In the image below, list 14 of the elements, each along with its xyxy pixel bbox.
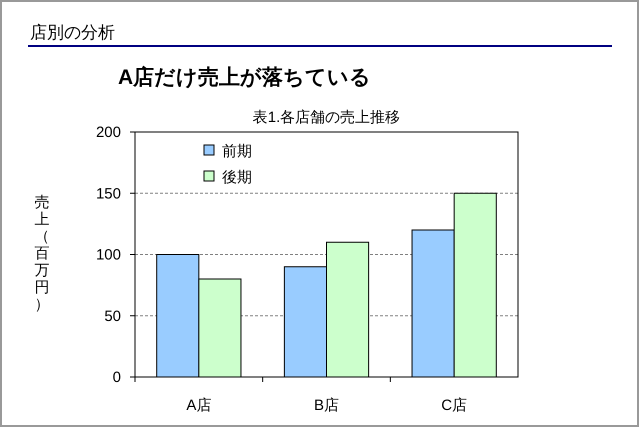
y-tick-label: 0: [112, 369, 121, 386]
x-tick-label: C店: [441, 397, 468, 414]
legend-label: 前期: [222, 143, 252, 160]
y-tick-label: 50: [104, 308, 121, 325]
y-tick-label: 150: [96, 185, 121, 202]
y-tick-label: 100: [96, 246, 121, 264]
text: A店だけ売上が落ちている: [118, 65, 372, 89]
y-axis-title: 売上（百万円）: [34, 194, 50, 313]
text: 店別の分析: [30, 23, 115, 42]
x-tick-label: B店: [314, 397, 340, 414]
legend-label: 後期: [222, 169, 252, 186]
chart-title: 表1.各店舗の売上推移: [252, 109, 400, 126]
x-tick-label: A店: [186, 397, 212, 414]
y-tick-label: 200: [96, 124, 121, 141]
